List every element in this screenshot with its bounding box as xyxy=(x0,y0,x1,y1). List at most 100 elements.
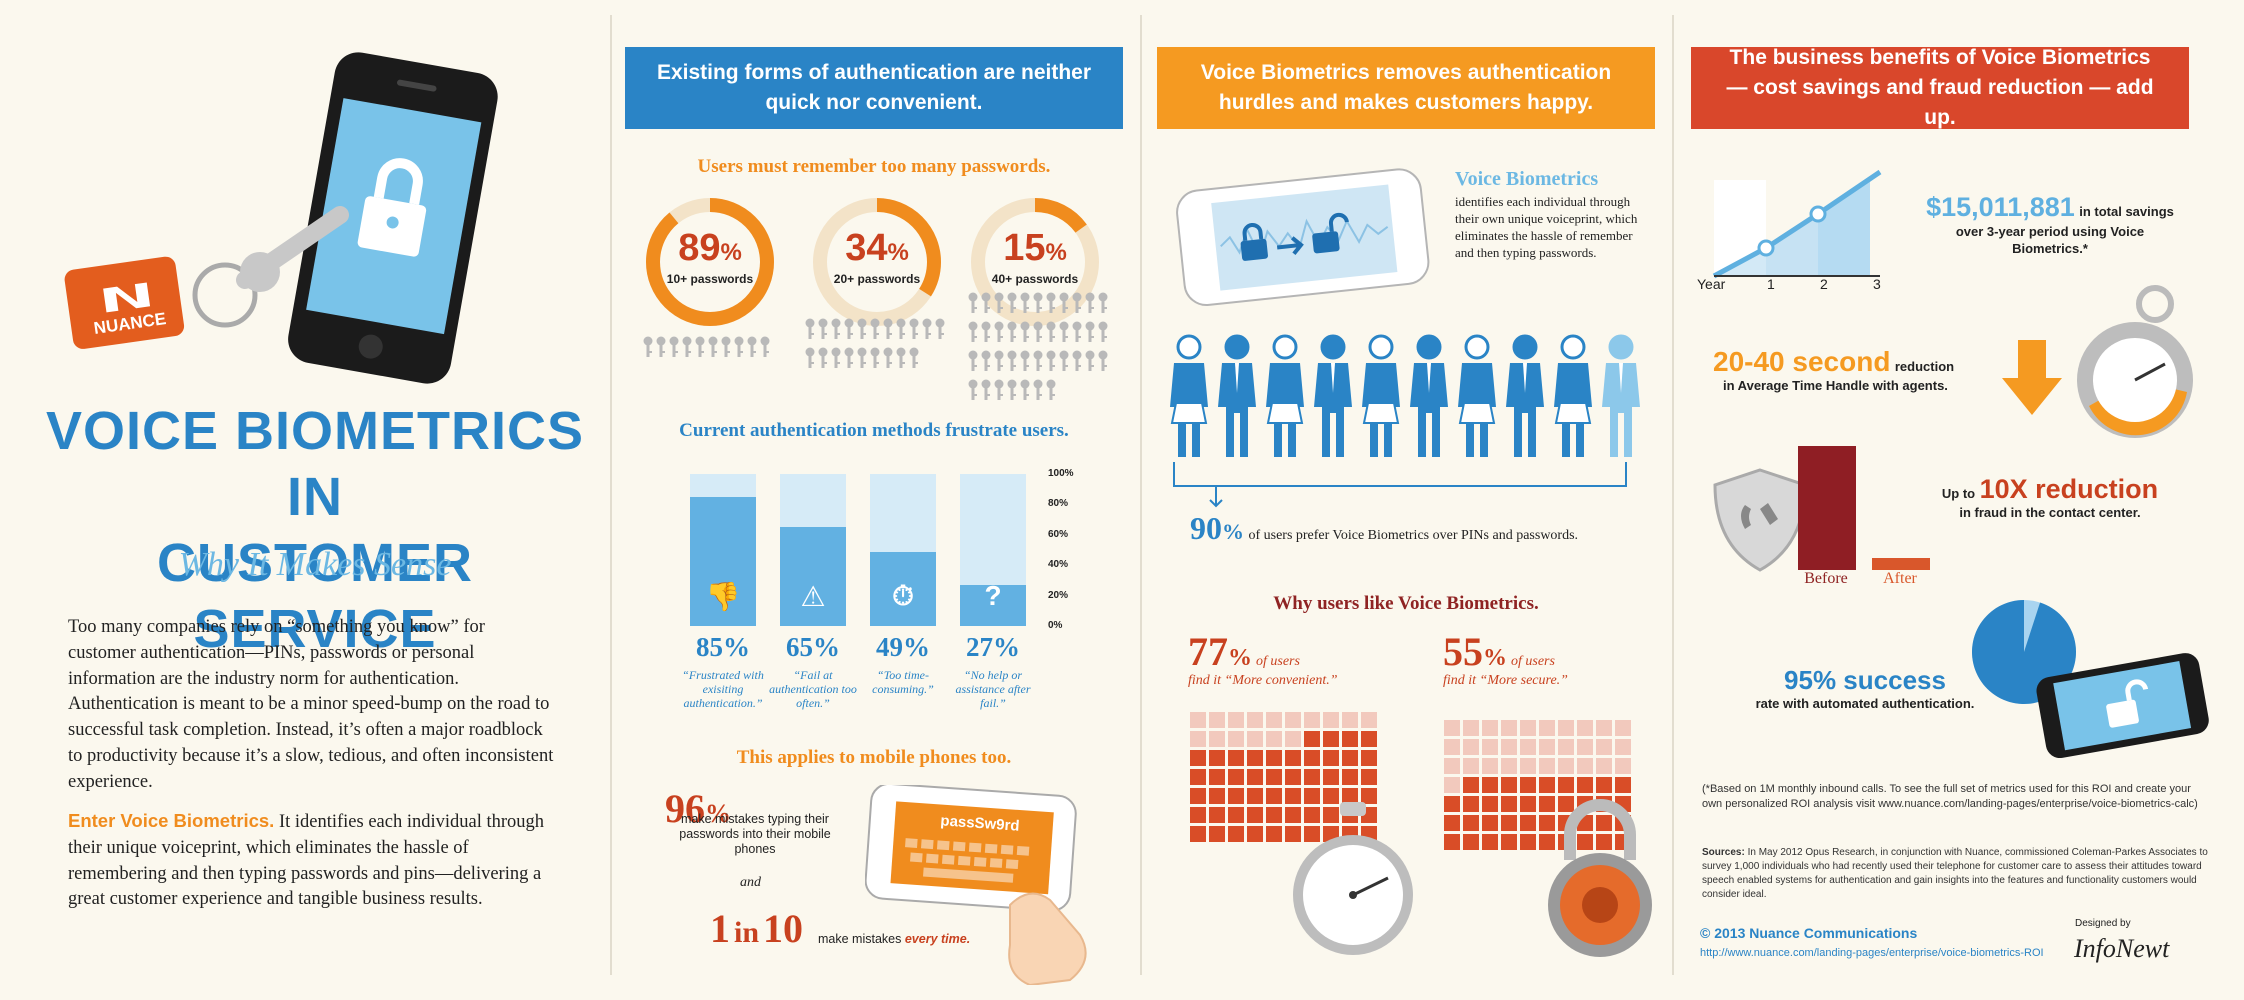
waffle-cell xyxy=(1323,750,1339,766)
voiceprint-phone xyxy=(1170,160,1430,310)
waffle-cell xyxy=(1228,769,1244,785)
waffle-cell xyxy=(1558,739,1574,755)
waffle-cell xyxy=(1342,731,1358,747)
bar-caption: “Too time-consuming.” xyxy=(872,668,934,696)
waffle-cell xyxy=(1228,750,1244,766)
fraud-stat: Up to 10X reduction in fraud in the cont… xyxy=(1930,474,2170,520)
main-subtitle: Why It Makes Sense xyxy=(178,546,452,583)
waffle-cell xyxy=(1228,712,1244,728)
key-icon xyxy=(1007,321,1017,348)
waffle-cell xyxy=(1323,788,1339,804)
key-icon xyxy=(1059,292,1069,319)
waffle-cell xyxy=(1247,712,1263,728)
sec-num: 55 xyxy=(1443,629,1483,674)
waffle-cell xyxy=(1463,834,1479,850)
waffle-cell xyxy=(1209,826,1225,842)
waffle-cell xyxy=(1482,720,1498,736)
waffle-cell xyxy=(1501,815,1517,831)
ring-arc-89 xyxy=(646,198,774,326)
col2-header: Voice Biometrics removes authentication … xyxy=(1157,47,1655,129)
waffle-cell xyxy=(1463,720,1479,736)
waffle-cell xyxy=(1482,834,1498,850)
key-icon xyxy=(1020,350,1030,377)
person-female-icon xyxy=(1264,333,1306,458)
waffle-cell xyxy=(1190,731,1206,747)
key-icon xyxy=(896,347,906,374)
bar-caption: “No help or assistance after fail.” xyxy=(955,668,1031,710)
waffle-cell xyxy=(1558,720,1574,736)
waffle-cell xyxy=(1285,769,1301,785)
prefer-stat: 90% of users prefer Voice Biometrics ove… xyxy=(1190,510,1650,547)
main-title-line2: CUSTOMER SERVICE xyxy=(156,533,474,659)
waffle-cell xyxy=(1444,720,1460,736)
key-icon xyxy=(643,336,653,363)
enter-lead: Enter Voice Biometrics. xyxy=(68,810,275,831)
waffle-cell xyxy=(1463,739,1479,755)
axis-2: 2 xyxy=(1820,276,1828,292)
key-icon xyxy=(994,379,1004,406)
key-icon xyxy=(1085,321,1095,348)
waffle-cell xyxy=(1285,788,1301,804)
waffle-cell xyxy=(1501,720,1517,736)
person-female-icon xyxy=(1456,333,1498,458)
bar-caption: “Frustrated with exisiting authenticatio… xyxy=(682,668,764,710)
waffle-cell xyxy=(1323,731,1339,747)
unlock-phone-icon xyxy=(2030,650,2210,760)
after-label: After xyxy=(1883,570,1917,587)
person-male-icon xyxy=(1600,333,1642,458)
conv-of: of users xyxy=(1256,654,1300,669)
keys-group-20 xyxy=(805,318,945,374)
waffle-cell xyxy=(1482,758,1498,774)
key-icon xyxy=(1098,292,1108,319)
key-icon xyxy=(981,350,991,377)
waffle-cell xyxy=(1444,777,1460,793)
designer-logo: InfoNewt xyxy=(2074,934,2170,963)
key-icon xyxy=(994,292,1004,319)
waffle-cell xyxy=(1361,750,1377,766)
warning-icon: ⚠ xyxy=(800,581,826,612)
key-icon xyxy=(870,318,880,345)
ring-pct-sym: % xyxy=(1045,239,1067,266)
time-amount: 20-40 second xyxy=(1713,346,1891,377)
key-icon xyxy=(968,379,978,406)
waffle-cell xyxy=(1209,750,1225,766)
key-icon xyxy=(805,347,815,374)
waffle-cell xyxy=(1228,788,1244,804)
waffle-cell xyxy=(1501,834,1517,850)
waffle-cell xyxy=(1615,720,1631,736)
key-icon xyxy=(1059,321,1069,348)
waffle-cell xyxy=(1247,788,1263,804)
copyright: © 2013 Nuance Communications xyxy=(1700,925,1918,941)
key-icon xyxy=(1033,379,1043,406)
savings-text1: in total savings xyxy=(2079,204,2174,219)
waffle-cell xyxy=(1285,712,1301,728)
key-icon xyxy=(896,318,906,345)
ring-pct-sym: % xyxy=(887,239,909,266)
ring-arc-34 xyxy=(813,198,941,326)
ring-89: 89% 10+ passwords xyxy=(640,192,780,332)
waffle-cell xyxy=(1615,739,1631,755)
waffle-cell xyxy=(1304,731,1320,747)
ring-pct-num: 15 xyxy=(1003,227,1046,269)
key-icon xyxy=(682,336,692,363)
waffle-cell xyxy=(1266,788,1282,804)
fraud-bar-after xyxy=(1872,557,1930,570)
sources-text: In May 2012 Opus Research, in conjunctio… xyxy=(1702,847,2208,900)
key-icon xyxy=(1046,292,1056,319)
waffle-cell xyxy=(1342,769,1358,785)
waffle-cell xyxy=(1501,796,1517,812)
url-link[interactable]: http://www.nuance.com/landing-pages/ente… xyxy=(1700,947,2044,959)
stat-96-sym: % xyxy=(705,799,731,828)
waffle-cell xyxy=(1304,712,1320,728)
stat-96-text: make mistakes typing their passwords int… xyxy=(679,812,831,856)
waffle-cell xyxy=(1463,796,1479,812)
ring-pct-num: 89 xyxy=(678,227,721,269)
stat-96: 96% xyxy=(665,785,845,832)
waffle-cell xyxy=(1539,796,1555,812)
key-icon xyxy=(935,318,945,345)
key-icon xyxy=(669,336,679,363)
key-icon xyxy=(1033,321,1043,348)
stopwatch-icon: ⏱ xyxy=(892,580,914,611)
key-icon xyxy=(721,336,731,363)
key-icon xyxy=(818,347,828,374)
